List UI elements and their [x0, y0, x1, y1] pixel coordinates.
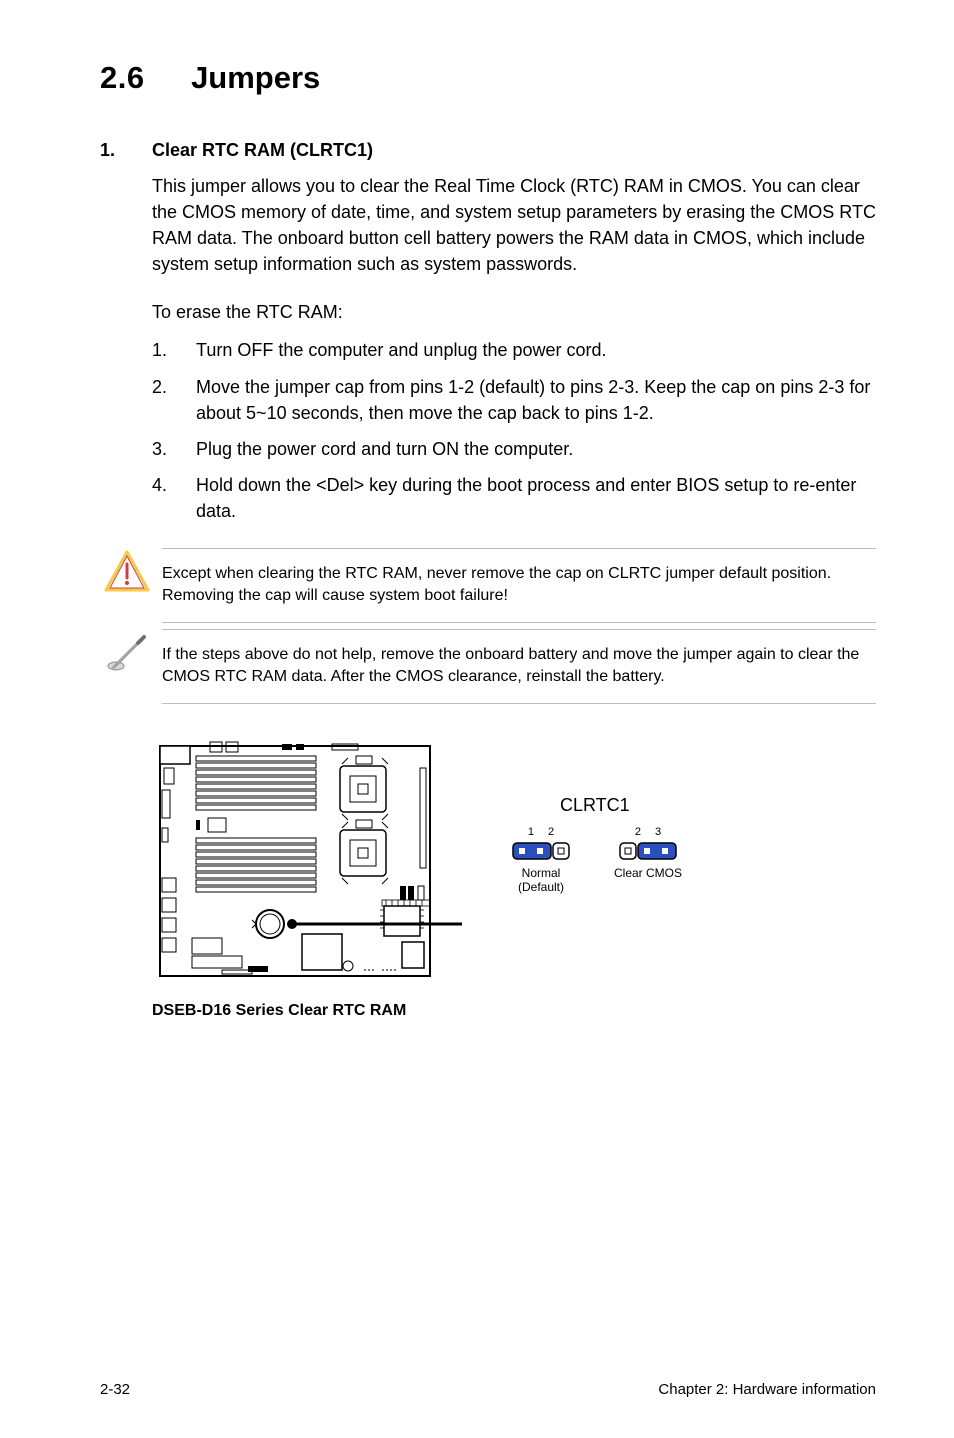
jumper-normal: 1 2 Normal(Default) [512, 826, 570, 895]
erase-lead: To erase the RTC RAM: [152, 299, 876, 325]
page-number: 2-32 [100, 1381, 130, 1398]
chapter-label: Chapter 2: Hardware information [658, 1381, 876, 1398]
item-number: 1. [100, 140, 152, 161]
step-number: 4. [152, 472, 196, 524]
pin-number: 2 [548, 826, 554, 838]
motherboard-diagram [152, 738, 462, 988]
intro-paragraph: This jumper allows you to clear the Real… [152, 173, 876, 277]
step-number: 2. [152, 374, 196, 426]
pin-number: 1 [528, 826, 534, 838]
step-item: 4. Hold down the <Del> key during the bo… [152, 472, 876, 524]
step-text: Plug the power cord and turn ON the comp… [196, 436, 876, 462]
pin-number: 3 [655, 826, 661, 838]
step-item: 3. Plug the power cord and turn ON the c… [152, 436, 876, 462]
jumper-state-label: Clear CMOS [614, 866, 682, 880]
step-text: Turn OFF the computer and unplug the pow… [196, 337, 876, 363]
caution-text: Except when clearing the RTC RAM, never … [162, 548, 876, 623]
jumper-panel: CLRTC1 1 2 Normal(Default) 2 3 [512, 795, 682, 895]
jumper-clear: 2 3 Clear CMOS [614, 826, 682, 880]
step-number: 1. [152, 337, 196, 363]
step-number: 3. [152, 436, 196, 462]
step-list: 1. Turn OFF the computer and unplug the … [152, 337, 876, 524]
note-icon [104, 629, 162, 680]
jumper-state-sublabel: (Default) [518, 880, 564, 894]
pin-number: 2 [635, 826, 641, 838]
jumper-state-label: Normal [522, 866, 561, 880]
section-number: 2.6 [100, 60, 145, 95]
item-label: Clear RTC RAM (CLRTC1) [152, 140, 373, 161]
page-footer: 2-32 Chapter 2: Hardware information [100, 1381, 876, 1398]
caution-icon [104, 548, 162, 597]
step-text: Hold down the <Del> key during the boot … [196, 472, 876, 524]
diagram-caption: DSEB-D16 Series Clear RTC RAM [152, 1002, 876, 1020]
step-item: 1. Turn OFF the computer and unplug the … [152, 337, 876, 363]
note-text: If the steps above do not help, remove t… [162, 629, 876, 704]
step-text: Move the jumper cap from pins 1-2 (defau… [196, 374, 876, 426]
diagram-area: CLRTC1 1 2 Normal(Default) 2 3 [152, 738, 876, 988]
note-block: If the steps above do not help, remove t… [100, 629, 876, 704]
step-item: 2. Move the jumper cap from pins 1-2 (de… [152, 374, 876, 426]
caution-block: Except when clearing the RTC RAM, never … [100, 548, 876, 623]
section-title: Jumpers [191, 60, 320, 95]
jumper-label: CLRTC1 [560, 795, 682, 816]
